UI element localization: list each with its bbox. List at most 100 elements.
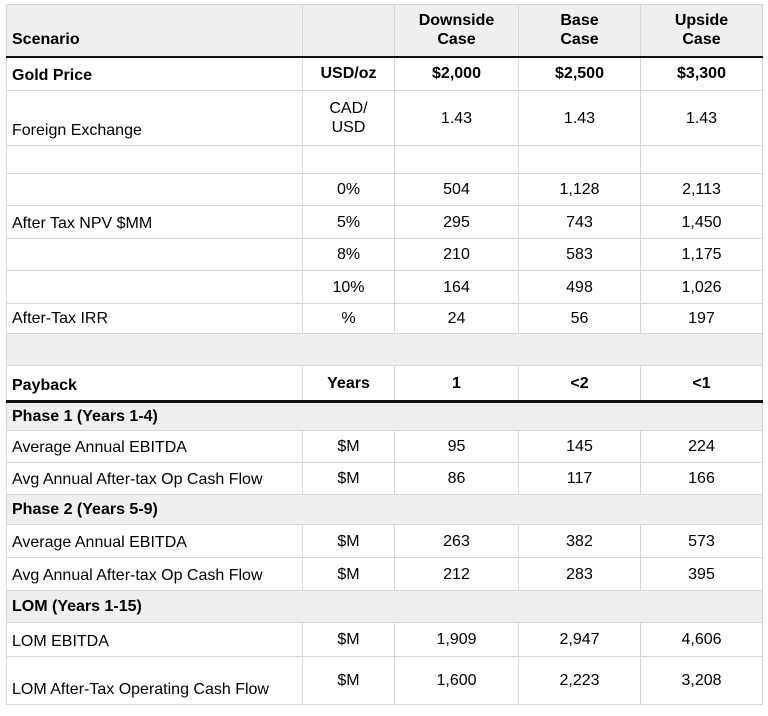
value-base-case: 498 <box>518 270 641 304</box>
value-base-case <box>518 145 641 174</box>
table-row: LOM After-Tax Operating Cash Flow $M 1,600… <box>6 656 763 705</box>
header-unit <box>302 4 395 58</box>
value-upside-case: 573 <box>640 524 763 558</box>
table-row: Avg Annual After-tax Op Cash Flow $M 86 117… <box>6 462 763 495</box>
table-header: Scenario Downside Case Base Case Upside … <box>6 4 763 58</box>
row-label: After Tax NPV $MM <box>6 205 303 239</box>
table-row: 8% 210 583 1,175 <box>6 238 763 271</box>
table-row: Avg Annual After-tax Op Cash Flow $M 212 28… <box>6 557 763 591</box>
row-unit <box>302 145 395 174</box>
row-label: Gold Price <box>6 56 303 91</box>
value-upside-case <box>640 145 763 174</box>
value-upside-case: 224 <box>640 430 763 463</box>
value-downside-case: 1.43 <box>394 90 519 146</box>
section-row: Phase 2 (Years 5-9) <box>6 494 763 525</box>
row-unit: $M <box>302 462 395 495</box>
value-base-case: 743 <box>518 205 641 239</box>
row-label: Avg Annual After-tax Op Cash Flow <box>6 462 303 495</box>
value-base-case: 117 <box>518 462 641 495</box>
row-label: Payback <box>6 365 303 403</box>
section-label: Phase 2 (Years 5-9) <box>6 494 763 525</box>
value-upside-case: 395 <box>640 557 763 591</box>
value-base-case: <2 <box>518 365 641 403</box>
value-downside-case: 295 <box>394 205 519 239</box>
value-base-case: 1.43 <box>518 90 641 146</box>
value-upside-case: <1 <box>640 365 763 403</box>
value-downside-case: 1 <box>394 365 519 403</box>
value-downside-case: 1,909 <box>394 622 519 657</box>
table-row: Gold Price USD/oz $2,000 $2,500 $3,300 <box>6 56 763 91</box>
row-label: Average Annual EBITDA <box>6 524 303 558</box>
row-unit: $M <box>302 656 395 705</box>
value-downside-case: 1,600 <box>394 656 519 705</box>
table-row: 0% 504 1,128 2,113 <box>6 173 763 206</box>
value-downside-case: 212 <box>394 557 519 591</box>
value-downside-case: $2,000 <box>394 56 519 91</box>
row-unit: 10% <box>302 270 395 304</box>
value-downside-case: 210 <box>394 238 519 271</box>
row-unit: % <box>302 303 395 334</box>
value-upside-case: 1,026 <box>640 270 763 304</box>
table-body: Gold Price USD/oz $2,000 $2,500 $3,300 Foreig… <box>6 56 763 705</box>
row-unit: 0% <box>302 173 395 206</box>
value-downside-case <box>394 145 519 174</box>
row-label <box>6 270 303 304</box>
table-row: Payback Years 1 <2 <1 <box>6 365 763 403</box>
header-downside-case: Downside Case <box>394 4 519 58</box>
table-row: Foreign Exchange CAD/ USD 1.43 1.43 1.43 <box>6 90 763 146</box>
value-downside-case: 164 <box>394 270 519 304</box>
section-label: LOM (Years 1-15) <box>6 590 763 623</box>
row-unit: USD/oz <box>302 56 395 91</box>
row-unit: $M <box>302 430 395 463</box>
table-row: Average Annual EBITDA $M 263 382 573 <box>6 524 763 558</box>
row-unit: Years <box>302 365 395 403</box>
value-upside-case: 3,208 <box>640 656 763 705</box>
value-upside-case: 197 <box>640 303 763 334</box>
row-label: Foreign Exchange <box>6 90 303 146</box>
row-label: After-Tax IRR <box>6 303 303 334</box>
row-unit: 5% <box>302 205 395 239</box>
row-label: Average Annual EBITDA <box>6 430 303 463</box>
value-base-case: $2,500 <box>518 56 641 91</box>
table-row <box>6 145 763 174</box>
table-row: After Tax NPV $MM 5% 295 743 1,450 <box>6 205 763 239</box>
table-row: LOM EBITDA $M 1,909 2,947 4,606 <box>6 622 763 657</box>
value-base-case: 2,223 <box>518 656 641 705</box>
row-unit: $M <box>302 622 395 657</box>
scenario-table: Scenario Downside Case Base Case Upside … <box>6 4 763 705</box>
header-upside-case: Upside Case <box>640 4 763 58</box>
value-upside-case: 1.43 <box>640 90 763 146</box>
row-label: Avg Annual After-tax Op Cash Flow <box>6 557 303 591</box>
row-label <box>6 145 303 174</box>
value-base-case: 1,128 <box>518 173 641 206</box>
section-row: Phase 1 (Years 1-4) <box>6 401 763 431</box>
header-row: Scenario Downside Case Base Case Upside … <box>6 4 763 58</box>
value-upside-case: 2,113 <box>640 173 763 206</box>
table-row: Average Annual EBITDA $M 95 145 224 <box>6 430 763 463</box>
row-unit: $M <box>302 557 395 591</box>
row-unit: 8% <box>302 238 395 271</box>
value-base-case: 2,947 <box>518 622 641 657</box>
row-label <box>6 238 303 271</box>
value-upside-case: 1,450 <box>640 205 763 239</box>
value-downside-case: 504 <box>394 173 519 206</box>
section-row: LOM (Years 1-15) <box>6 590 763 623</box>
table-row: After-Tax IRR% 24 56 197 <box>6 303 763 334</box>
row-unit: $M <box>302 524 395 558</box>
value-upside-case: 166 <box>640 462 763 495</box>
table-row: 10% 164 498 1,026 <box>6 270 763 304</box>
row-label: LOM After-Tax Operating Cash Flow <box>6 656 303 705</box>
value-base-case: 56 <box>518 303 641 334</box>
section-label: Phase 1 (Years 1-4) <box>6 401 763 431</box>
row-label: LOM EBITDA <box>6 622 303 657</box>
value-downside-case: 86 <box>394 462 519 495</box>
value-base-case: 145 <box>518 430 641 463</box>
value-base-case: 382 <box>518 524 641 558</box>
header-base-case: Base Case <box>518 4 641 58</box>
value-upside-case: 4,606 <box>640 622 763 657</box>
row-label <box>6 173 303 206</box>
value-downside-case: 95 <box>394 430 519 463</box>
value-upside-case: 1,175 <box>640 238 763 271</box>
spacer-row <box>6 333 763 366</box>
